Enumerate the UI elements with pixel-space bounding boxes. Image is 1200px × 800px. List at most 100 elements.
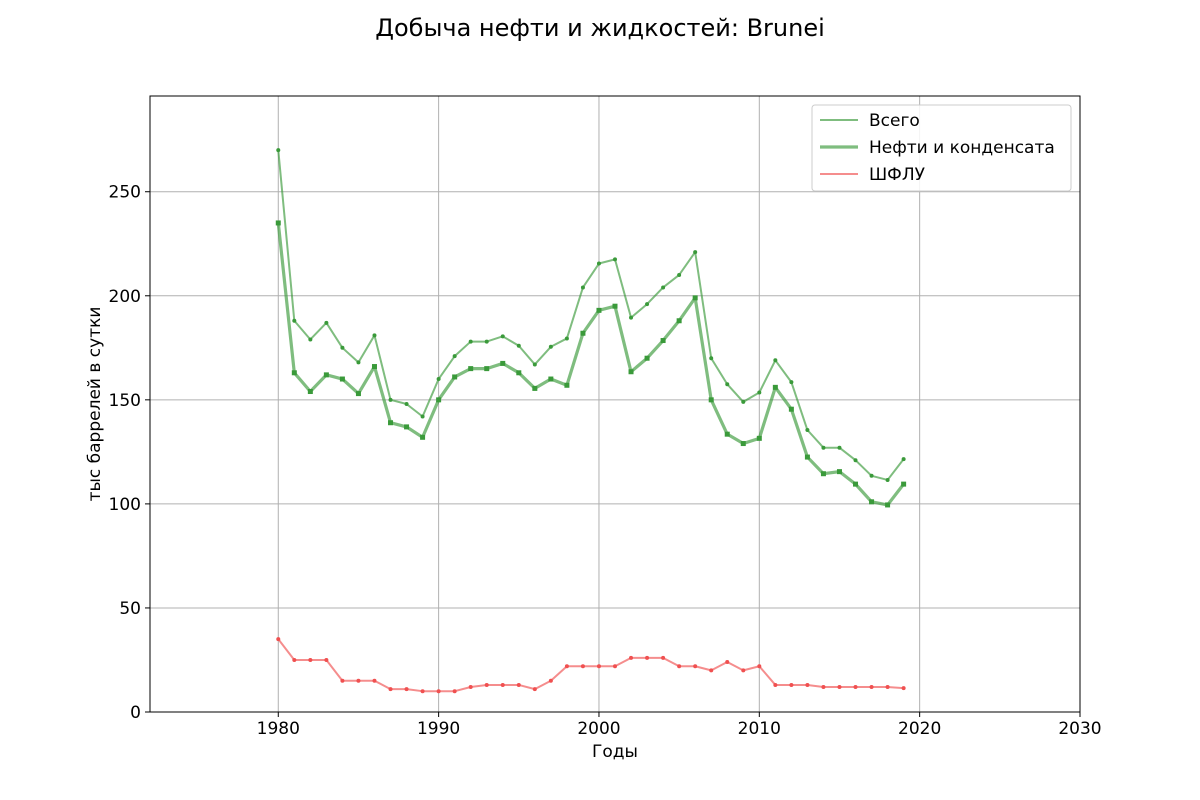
data-point bbox=[564, 664, 569, 669]
data-point bbox=[420, 414, 425, 419]
data-point bbox=[324, 320, 329, 325]
data-point bbox=[901, 457, 906, 462]
data-point bbox=[308, 337, 313, 342]
data-point bbox=[372, 333, 377, 338]
data-point bbox=[757, 664, 762, 669]
data-point bbox=[308, 657, 313, 662]
data-point bbox=[452, 374, 458, 380]
data-point bbox=[885, 477, 890, 482]
y-tick-label: 150 bbox=[109, 391, 141, 411]
data-point bbox=[452, 354, 457, 359]
data-point bbox=[388, 397, 393, 402]
data-point bbox=[275, 220, 281, 226]
data-point bbox=[436, 689, 441, 694]
y-tick-label: 50 bbox=[119, 599, 141, 619]
data-point bbox=[532, 362, 537, 367]
data-point bbox=[291, 370, 297, 376]
data-point bbox=[612, 303, 618, 309]
data-point bbox=[323, 372, 329, 378]
data-point bbox=[339, 376, 345, 382]
data-point bbox=[645, 655, 650, 660]
data-point bbox=[709, 356, 714, 361]
data-point bbox=[885, 502, 891, 508]
data-point bbox=[885, 685, 890, 690]
data-point bbox=[355, 391, 361, 397]
data-point bbox=[820, 471, 826, 477]
data-point bbox=[548, 376, 554, 382]
series-3 bbox=[276, 637, 906, 694]
data-point bbox=[788, 406, 794, 412]
data-point bbox=[436, 377, 441, 382]
data-point bbox=[452, 689, 457, 694]
legend-label: ШФЛУ bbox=[869, 165, 926, 185]
x-tick-label: 1990 bbox=[417, 719, 460, 739]
data-point bbox=[436, 397, 442, 403]
y-tick-label: 200 bbox=[109, 287, 141, 307]
data-point bbox=[596, 664, 601, 669]
data-point bbox=[500, 334, 505, 339]
data-point bbox=[484, 682, 489, 687]
data-point bbox=[484, 366, 490, 372]
x-tick-label: 2020 bbox=[898, 719, 941, 739]
data-point bbox=[644, 355, 650, 361]
data-point bbox=[580, 664, 585, 669]
data-point bbox=[821, 445, 826, 450]
data-point bbox=[388, 687, 393, 692]
data-point bbox=[468, 366, 474, 372]
data-point bbox=[725, 382, 730, 387]
data-point bbox=[772, 384, 778, 390]
data-point bbox=[628, 369, 634, 375]
data-point bbox=[837, 685, 842, 690]
data-point bbox=[869, 499, 875, 505]
data-point bbox=[596, 307, 602, 313]
data-point bbox=[773, 682, 778, 687]
data-point bbox=[404, 424, 410, 430]
data-point bbox=[709, 668, 714, 673]
data-point bbox=[660, 338, 666, 344]
data-point bbox=[372, 678, 377, 683]
data-point bbox=[484, 339, 489, 344]
data-point bbox=[324, 657, 329, 662]
data-point bbox=[693, 250, 698, 255]
legend-label: Всего bbox=[869, 111, 920, 131]
data-point bbox=[276, 148, 281, 153]
data-point bbox=[420, 689, 425, 694]
data-point bbox=[629, 655, 634, 660]
legend-item: Нефти и конденсата bbox=[820, 138, 1055, 158]
x-tick-label: 1980 bbox=[257, 719, 300, 739]
data-point bbox=[564, 336, 569, 341]
data-point bbox=[613, 257, 617, 262]
data-point bbox=[661, 655, 666, 660]
data-point bbox=[596, 261, 601, 266]
data-point bbox=[276, 637, 281, 642]
data-point bbox=[661, 285, 666, 290]
data-point bbox=[692, 295, 698, 301]
x-tick-label: 2030 bbox=[1058, 719, 1101, 739]
chart-title: Добыча нефти и жидкостей: Brunei bbox=[375, 14, 825, 42]
series-line bbox=[276, 222, 905, 507]
data-point bbox=[468, 339, 473, 344]
legend: Всего Нефти и конденсата ШФЛУ bbox=[811, 104, 1072, 192]
data-point bbox=[613, 664, 617, 669]
legend-item: Всего bbox=[820, 111, 920, 131]
data-point bbox=[548, 344, 553, 349]
data-point bbox=[564, 382, 570, 388]
data-point bbox=[677, 272, 682, 277]
data-point bbox=[869, 685, 874, 690]
series-2 bbox=[275, 220, 907, 508]
data-point bbox=[901, 686, 906, 691]
data-point bbox=[741, 668, 746, 673]
data-point bbox=[740, 441, 746, 447]
data-point bbox=[340, 345, 345, 350]
legend-item: ШФЛУ bbox=[820, 165, 926, 185]
data-point bbox=[725, 660, 730, 665]
y-tick-label: 100 bbox=[109, 495, 141, 515]
data-point bbox=[629, 315, 634, 320]
data-point bbox=[580, 330, 586, 336]
data-point bbox=[532, 687, 537, 692]
ticks: 1980 1990 2000 2010 2020 2030 0 50 100 150 200 250 bbox=[109, 183, 1102, 739]
data-point bbox=[837, 445, 842, 450]
data-point bbox=[708, 397, 714, 403]
data-point bbox=[805, 428, 810, 433]
